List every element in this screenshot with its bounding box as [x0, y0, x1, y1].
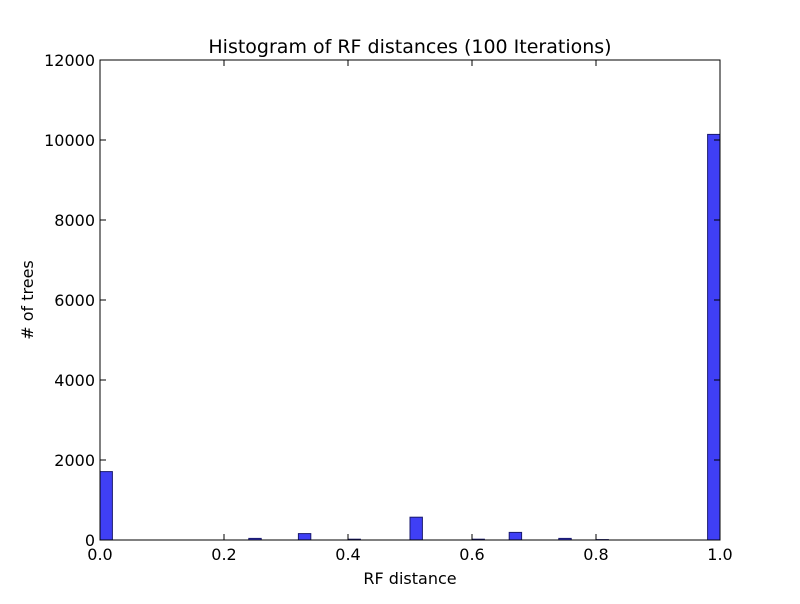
y-tick-label: 0	[85, 531, 95, 550]
x-tick-label: 1.0	[707, 545, 732, 564]
plot-frame	[100, 60, 720, 540]
y-tick-label: 2000	[54, 451, 95, 470]
y-tick-label: 12000	[44, 51, 95, 70]
y-axis-label: # of trees	[18, 260, 37, 340]
histogram-bar	[708, 134, 720, 540]
y-tick-label: 8000	[54, 211, 95, 230]
bars-layer	[100, 134, 720, 540]
chart-title: Histogram of RF distances (100 Iteration…	[208, 36, 611, 58]
y-tick-label: 6000	[54, 291, 95, 310]
histogram-bar	[100, 472, 112, 540]
y-tick-label: 4000	[54, 371, 95, 390]
histogram-bar	[298, 534, 310, 540]
x-tick-label: 0.2	[211, 545, 236, 564]
x-tick-label: 0.8	[583, 545, 608, 564]
x-tick-label: 0.6	[459, 545, 484, 564]
histogram-bar	[509, 532, 521, 540]
histogram-bar	[410, 517, 422, 540]
x-tick-label: 0.4	[335, 545, 360, 564]
x-axis-label: RF distance	[363, 569, 456, 588]
y-tick-label: 10000	[44, 131, 95, 150]
